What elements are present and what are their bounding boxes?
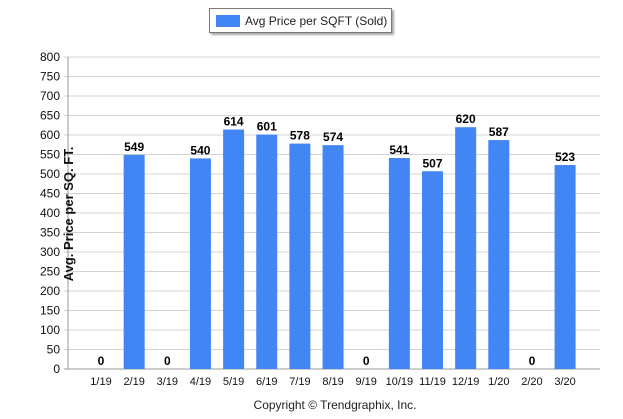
y-tick-label: 800: [40, 50, 60, 64]
x-tick-label: 8/19: [322, 376, 343, 388]
x-tick-label: 12/19: [452, 376, 480, 388]
bar: [422, 171, 443, 369]
data-label: 620: [456, 112, 476, 126]
data-label: 0: [164, 354, 171, 368]
y-tick-label: 50: [47, 343, 61, 357]
legend-swatch: [216, 14, 240, 27]
y-tick-label: 500: [40, 167, 60, 181]
y-tick-label: 0: [53, 362, 60, 376]
y-tick-label: 650: [40, 109, 60, 123]
x-tick-label: 1/19: [90, 376, 111, 388]
data-label: 0: [529, 354, 536, 368]
copyright-footer: Copyright © Trendgraphix, Inc.: [253, 398, 417, 412]
legend-label: Avg Price per SQFT (Sold): [245, 13, 388, 28]
data-label: 601: [257, 120, 277, 134]
bar: [256, 134, 278, 369]
data-label: 574: [323, 130, 343, 144]
x-tick-label: 2/19: [123, 376, 144, 388]
bar: [289, 143, 311, 369]
x-tick-label: 11/19: [419, 376, 446, 388]
y-tick-label: 100: [40, 323, 60, 337]
x-tick-label: 9/19: [355, 376, 376, 388]
x-tick-label: 3/20: [554, 376, 575, 388]
data-label: 587: [489, 125, 509, 139]
y-tick-label: 300: [40, 245, 60, 259]
bar: [488, 140, 510, 369]
y-tick-label: 450: [40, 187, 60, 201]
data-label: 0: [98, 354, 105, 368]
x-tick-label: 2/20: [521, 376, 542, 388]
x-tick-label: 1/20: [488, 376, 509, 388]
legend: Avg Price per SQFT (Sold): [209, 8, 392, 33]
bar: [189, 158, 211, 369]
x-tick-label: 6/19: [256, 376, 277, 388]
x-tick-label: 4/19: [190, 376, 211, 388]
bar: [388, 158, 410, 369]
data-label: 541: [389, 143, 409, 157]
y-axis-title: Avg. Price per SQ. FT.: [60, 146, 76, 282]
y-tick-label: 350: [40, 226, 60, 240]
data-label: 0: [363, 354, 370, 368]
data-label: 578: [290, 129, 310, 143]
y-tick-label: 150: [40, 304, 60, 318]
y-tick-label: 600: [40, 128, 60, 142]
y-tick-label: 550: [40, 148, 60, 162]
y-tick-label: 200: [40, 284, 60, 298]
y-tick-label: 700: [40, 89, 60, 103]
y-tick-label: 250: [40, 265, 60, 279]
y-tick-label: 750: [40, 70, 60, 84]
data-label: 549: [124, 140, 144, 154]
data-label: 540: [190, 143, 210, 157]
data-label: 523: [555, 150, 575, 164]
x-tick-label: 5/19: [223, 376, 244, 388]
bar: [554, 165, 576, 369]
x-tick-label: 7/19: [289, 376, 310, 388]
bar: [123, 154, 145, 369]
bar: [322, 145, 344, 369]
bar: [223, 129, 245, 369]
bar: [455, 127, 477, 369]
y-tick-label: 400: [40, 206, 60, 220]
data-label: 614: [224, 115, 244, 129]
x-tick-label: 10/19: [386, 376, 414, 388]
data-label: 507: [422, 156, 442, 170]
x-tick-label: 3/19: [157, 376, 178, 388]
